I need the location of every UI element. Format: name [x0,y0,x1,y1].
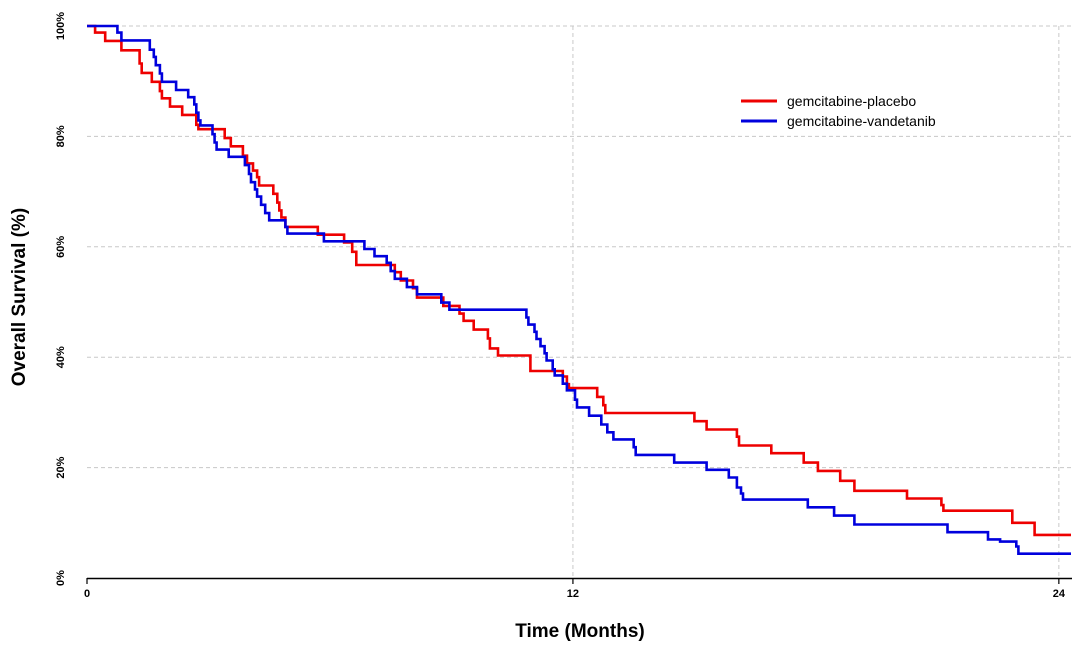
tick-labels: 0% 20% 40% 60% 80% 100% 0 12 24 [55,12,1066,600]
legend: gemcitabine-placebo gemcitabine-vandetan… [741,93,936,129]
y-tick-label: 20% [55,456,67,478]
legend-label-placebo: gemcitabine-placebo [787,93,916,109]
series-lines [87,24,1071,555]
y-tick-label: 40% [55,346,67,368]
x-tick-label: 24 [1053,588,1066,600]
y-tick-label: 100% [55,12,67,40]
y-tick-label: 80% [55,125,67,147]
y-axis-title: Overall Survival (%) [9,208,30,386]
y-tick-label: 0% [55,570,67,586]
x-axis-title: Time (Months) [515,621,644,642]
y-tick-label: 60% [55,236,67,258]
series-line-vandetanib [87,24,1071,555]
x-tick-label: 0 [84,588,90,600]
grid-lines [87,25,1071,578]
x-tick-label: 12 [567,588,579,600]
series-line-placebo [87,24,1071,537]
legend-label-vandetanib: gemcitabine-vandetanib [787,113,936,129]
